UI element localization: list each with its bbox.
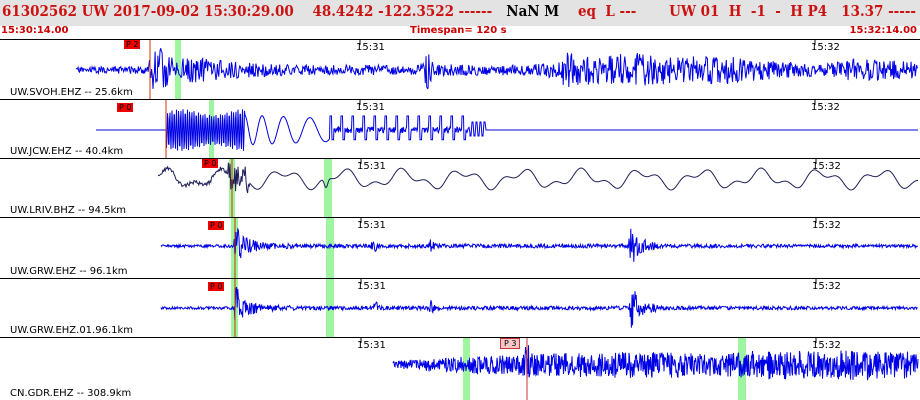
time-tick-label: 15:31 — [357, 161, 386, 172]
time-tick-label: 15:32 — [812, 340, 841, 351]
event-header-text: 61302562 UW 2017-09-02 15:30:29.00 48.42… — [2, 0, 916, 22]
seismogram-trace — [160, 227, 919, 262]
waveform-panel[interactable]: P 0 15:31 15:32 UW.JCW.EHZ -- 40.4km — [0, 99, 920, 158]
waveform-plot — [96, 100, 918, 158]
time-tick-label: 15:32 — [811, 42, 840, 53]
seismogram-trace — [392, 345, 919, 381]
highlight-band — [324, 159, 332, 217]
seismogram-trace — [75, 48, 918, 90]
channel-label: UW.JCW.EHZ -- 40.4km — [10, 146, 124, 157]
channel-label: UW.SVOH.EHZ -- 25.6km — [10, 87, 133, 98]
phase-pick-label[interactable]: P 3 — [500, 338, 521, 349]
phase-pick-label[interactable]: P 0 — [117, 103, 134, 112]
time-tick-label: 15:31 — [356, 102, 385, 113]
time-tick-label: 15:32 — [812, 220, 841, 231]
highlight-band — [326, 218, 334, 278]
phase-pick-label[interactable]: P 2 — [124, 40, 141, 49]
event-header: 61302562 UW 2017-09-02 15:30:29.00 48.42… — [0, 0, 920, 26]
channel-label: UW.LRIV.BHZ -- 94.5km — [10, 205, 127, 216]
seismogram-trace — [96, 109, 918, 151]
timespan-label: Timespan= 120 s — [410, 25, 507, 36]
waveform-panels: P 2 15:31 15:32 UW.SVOH.EHZ -- 25.6km P 0 15:… — [0, 39, 920, 400]
window-start-time: 15:30:14.00 — [1, 25, 69, 36]
phase-pick-label[interactable]: P 0 — [208, 221, 225, 230]
seismogram-trace — [157, 162, 918, 194]
time-tick-label: 15:31 — [357, 220, 386, 231]
waveform-panel[interactable]: P 0 15:31 15:32 UW.GRW.EHZ -- 96.1km — [0, 217, 920, 278]
waveform-panel[interactable]: P 3 15:31 15:32 CN.GDR.EHZ -- 308.9km — [0, 337, 920, 400]
waveform-plot — [157, 159, 918, 217]
waveform-panel[interactable]: P 2 15:31 15:32 UW.SVOH.EHZ -- 25.6km — [0, 39, 920, 99]
waveform-plot — [360, 338, 919, 400]
phase-pick-label[interactable]: P 0 — [202, 159, 219, 168]
seismogram-trace — [160, 286, 918, 328]
window-end-time: 15:32:14.00 — [849, 25, 917, 36]
waveform-plot — [160, 218, 919, 278]
time-tick-label: 15:31 — [356, 42, 385, 53]
waveform-panel[interactable]: P 0 15:31 15:32 UW.LRIV.BHZ -- 94.5km — [0, 158, 920, 217]
time-tick-label: 15:31 — [357, 340, 386, 351]
event-magnitude: NaN M — [506, 2, 560, 20]
channel-label: CN.GDR.EHZ -- 308.9km — [10, 388, 132, 399]
event-station-info: eq L --- UW 01 H -1 - H P4 13.37 ----- — [559, 2, 917, 20]
event-info: 61302562 UW 2017-09-02 15:30:29.00 48.42… — [2, 2, 507, 20]
time-tick-label: 15:31 — [357, 281, 386, 292]
time-tick-label: 15:32 — [811, 102, 840, 113]
time-tick-label: 15:32 — [812, 281, 841, 292]
phase-pick-label[interactable]: P 0 — [208, 282, 225, 291]
waveform-plot — [160, 279, 918, 337]
channel-label: UW.GRW.EHZ -- 96.1km — [10, 266, 128, 277]
waveform-panel[interactable]: P 0 15:31 15:32 UW.GRW.EHZ.01.96.1km — [0, 278, 920, 337]
channel-label: UW.GRW.EHZ.01.96.1km — [10, 325, 134, 336]
time-tick-label: 15:32 — [812, 161, 841, 172]
waveform-plot — [75, 40, 918, 99]
